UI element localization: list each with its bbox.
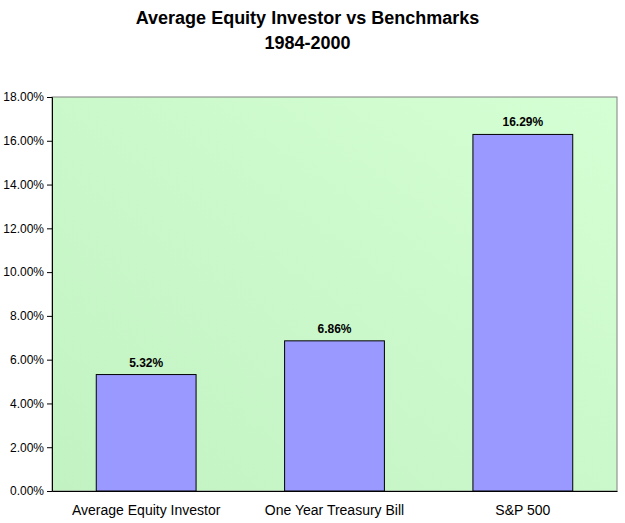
subtitle: 1984-2000 [264,33,350,53]
y-tick: 2.00% [10,441,52,455]
title: Average Equity Investor vs Benchmarks [136,8,479,28]
y-tick-mark [47,141,52,142]
data-label: 5.32% [129,356,163,370]
x-axis: Average Equity Investor One Year Treasury… [53,491,618,518]
y-tick: 16.00% [3,134,52,148]
bar [96,375,196,491]
bars [96,134,572,491]
chart: Average Equity Investor vs Benchmarks 198… [0,0,625,523]
data-label: 6.86% [317,322,351,336]
y-tick: 14.00% [3,178,52,192]
y-tick-label: 4.00% [10,397,44,411]
y-tick-label: 10.00% [3,265,44,279]
y-tick-mark [47,491,52,492]
y-tick-label: 8.00% [10,309,44,323]
data-label: 16.29% [502,115,543,129]
x-tick-label: Average Equity Investor [72,502,221,518]
y-tick: 8.00% [10,309,52,323]
data-labels: 5.32% 6.86% 16.29% [129,115,543,369]
y-tick-mark [47,360,52,361]
y-tick-mark [47,228,52,229]
y-tick-label: 2.00% [10,441,44,455]
y-tick-mark [47,403,52,404]
y-tick-mark [47,447,52,448]
y-tick-label: 16.00% [3,134,44,148]
bar [285,341,385,491]
x-tick: Average Equity Investor [72,491,221,518]
y-tick: 18.00% [3,90,52,104]
y-axis: 0.00% 2.00% 4.00% 6.00% 8.00% 10.00% 12.00% 14.… [3,90,52,498]
plot: 0.00% 2.00% 4.00% 6.00% 8.00% 10.00% 12.00% 14.… [3,90,617,518]
y-tick: 4.00% [10,397,52,411]
y-tick-label: 0.00% [10,484,44,498]
x-tick: One Year Treasury Bill [265,491,404,518]
x-tick: S&P 500 [495,491,550,518]
y-tick: 0.00% [10,484,52,498]
plot-area [52,97,617,491]
x-axis-line [53,491,618,492]
y-tick-label: 14.00% [3,178,44,192]
x-tick-label: S&P 500 [495,502,550,518]
y-tick-label: 12.00% [3,222,44,236]
bar [473,134,573,491]
y-tick-label: 18.00% [3,90,44,104]
y-tick-mark [47,185,52,186]
y-tick: 6.00% [10,353,52,367]
x-tick-label: One Year Treasury Bill [265,502,404,518]
y-tick: 12.00% [3,222,52,236]
y-axis-line [47,98,53,492]
y-tick-mark [47,316,52,317]
y-tick-mark [47,97,52,98]
y-tick-mark [47,272,52,273]
y-tick-label: 6.00% [10,353,44,367]
y-tick: 10.00% [3,265,52,279]
